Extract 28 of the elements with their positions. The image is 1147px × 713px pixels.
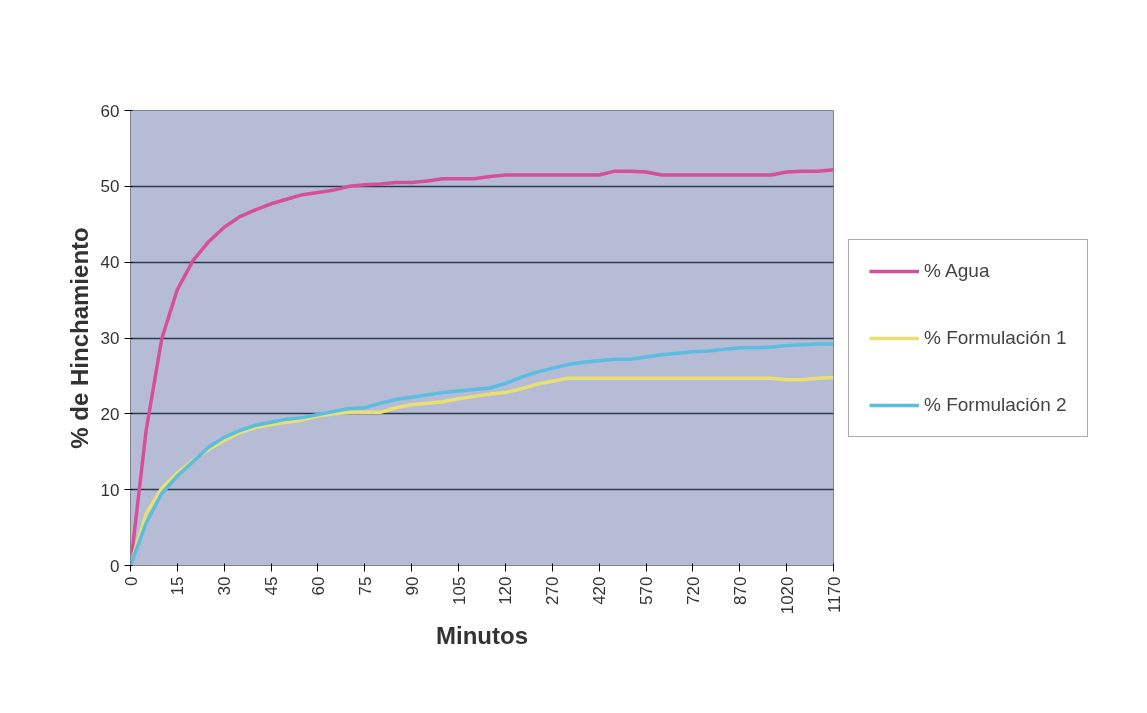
- x-tick-label: 570: [637, 576, 657, 605]
- y-tick-label: 50: [100, 177, 120, 197]
- x-axis-title: Minutos: [436, 622, 528, 650]
- x-tick-label: 870: [730, 576, 750, 605]
- x-tick-label: 720: [683, 576, 703, 605]
- legend-label: % Formulación 2: [924, 393, 1067, 416]
- y-tick-label: 40: [100, 253, 120, 273]
- y-tick-label: 10: [100, 480, 120, 500]
- y-tick-label: 20: [100, 404, 120, 424]
- x-tick-label: 0: [121, 576, 141, 586]
- x-tick-label: 90: [402, 576, 422, 596]
- x-tick-label: 1020: [777, 576, 797, 615]
- y-tick-label: 0: [110, 556, 120, 576]
- x-tick-label: 75: [355, 576, 375, 596]
- y-tick-label: 30: [100, 329, 120, 348]
- x-tick-label: 270: [543, 576, 563, 605]
- legend-label: % Agua: [924, 259, 990, 282]
- x-tick-label: 105: [449, 576, 469, 605]
- x-tick-label: 1170: [824, 576, 844, 614]
- x-tick-label: 15: [168, 576, 188, 596]
- x-tick-label: 30: [215, 576, 235, 596]
- y-axis-title: % de Hinchamiento: [65, 227, 93, 449]
- x-tick-label: 120: [496, 576, 516, 605]
- x-tick-label: 45: [262, 576, 282, 596]
- legend-label: % Formulación 1: [924, 326, 1067, 349]
- x-tick-label: 420: [590, 576, 610, 605]
- x-tick-label: 60: [308, 576, 328, 596]
- y-tick-label: 60: [100, 101, 120, 121]
